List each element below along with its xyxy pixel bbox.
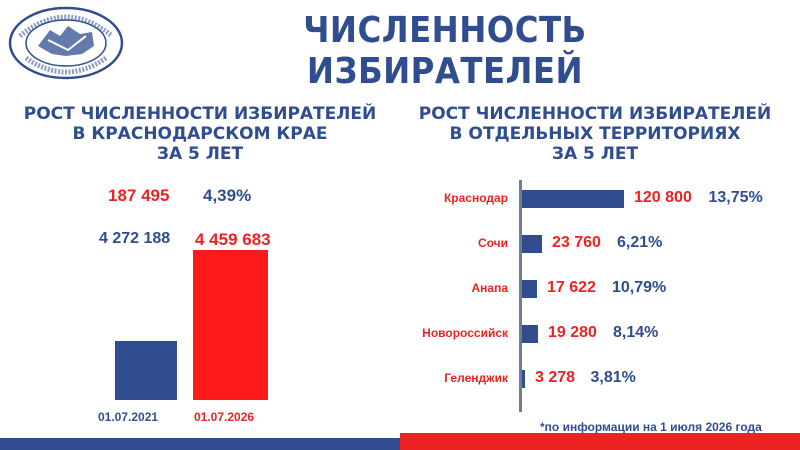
- territory-percent-label: 6,21%: [617, 234, 663, 251]
- footer-stripe-red-accent: [400, 433, 800, 438]
- date-label-2021: 01.07.2021: [98, 410, 159, 424]
- territory-value-label: 19 280: [548, 324, 597, 341]
- territory-percent-label: 13,75%: [708, 189, 763, 206]
- right-chart-title-line: В ОТДЕЛЬНЫХ ТЕРРИТОРИЯХ: [449, 124, 741, 144]
- value-label-2021: 4 272 188: [99, 230, 171, 247]
- region-growth-value: 187 495: [108, 186, 170, 205]
- territory-label: Сочи: [477, 236, 508, 250]
- value-label-2026: 4 459 683: [195, 230, 271, 249]
- territory-bar: [522, 325, 538, 343]
- territory-percent-label: 3,81%: [590, 369, 636, 386]
- footnote: *по информации на 1 июля 2026 года: [540, 420, 762, 434]
- election-commission-logo-icon: [8, 6, 124, 80]
- territory-label: Геленджик: [444, 371, 508, 385]
- page-title: ЧИСЛЕННОСТЬ ИЗБИРАТЕЛЕЙ: [303, 10, 587, 92]
- territory-value-label: 17 622: [547, 279, 596, 296]
- territory-percent-label: 8,14%: [613, 324, 659, 341]
- footer-stripe-red: [400, 438, 800, 450]
- territory-label: Анапа: [471, 281, 508, 295]
- territory-bar: [522, 370, 525, 388]
- left-chart-title-line: РОСТ ЧИСЛЕННОСТИ ИЗБИРАТЕЛЕЙ: [23, 104, 377, 124]
- territory-percent-label: 10,79%: [612, 279, 667, 296]
- bar-2026: [193, 250, 268, 400]
- left-chart-title: РОСТ ЧИСЛЕННОСТИ ИЗБИРАТЕЛЕЙ В КРАСНОДАР…: [20, 104, 380, 164]
- territory-bar: [522, 280, 537, 298]
- territory-label: Новороссийск: [422, 326, 508, 340]
- territory-value-label: 120 800: [634, 189, 692, 206]
- territory-chart-axis: [519, 180, 522, 412]
- territory-label: Краснодар: [443, 191, 508, 205]
- region-growth-percent: 4,39%: [203, 186, 252, 205]
- territory-bar: [522, 235, 542, 253]
- territory-value-label: 23 760: [552, 234, 601, 251]
- left-chart-title-line: ЗА 5 ЛЕТ: [156, 144, 244, 164]
- right-chart-title-line: ЗА 5 ЛЕТ: [551, 144, 639, 164]
- date-label-2026: 01.07.2026: [194, 410, 255, 424]
- footer-stripe-blue: [0, 438, 400, 450]
- right-chart-title-line: РОСТ ЧИСЛЕННОСТИ ИЗБИРАТЕЛЕЙ: [418, 104, 772, 124]
- bar-2021: [115, 341, 177, 400]
- territory-value-label: 3 278: [535, 369, 576, 386]
- territory-bar: [522, 190, 624, 208]
- right-chart-title: РОСТ ЧИСЛЕННОСТИ ИЗБИРАТЕЛЕЙ В ОТДЕЛЬНЫХ…: [415, 104, 775, 164]
- left-chart-title-line: В КРАСНОДАРСКОМ КРАЕ: [72, 124, 328, 144]
